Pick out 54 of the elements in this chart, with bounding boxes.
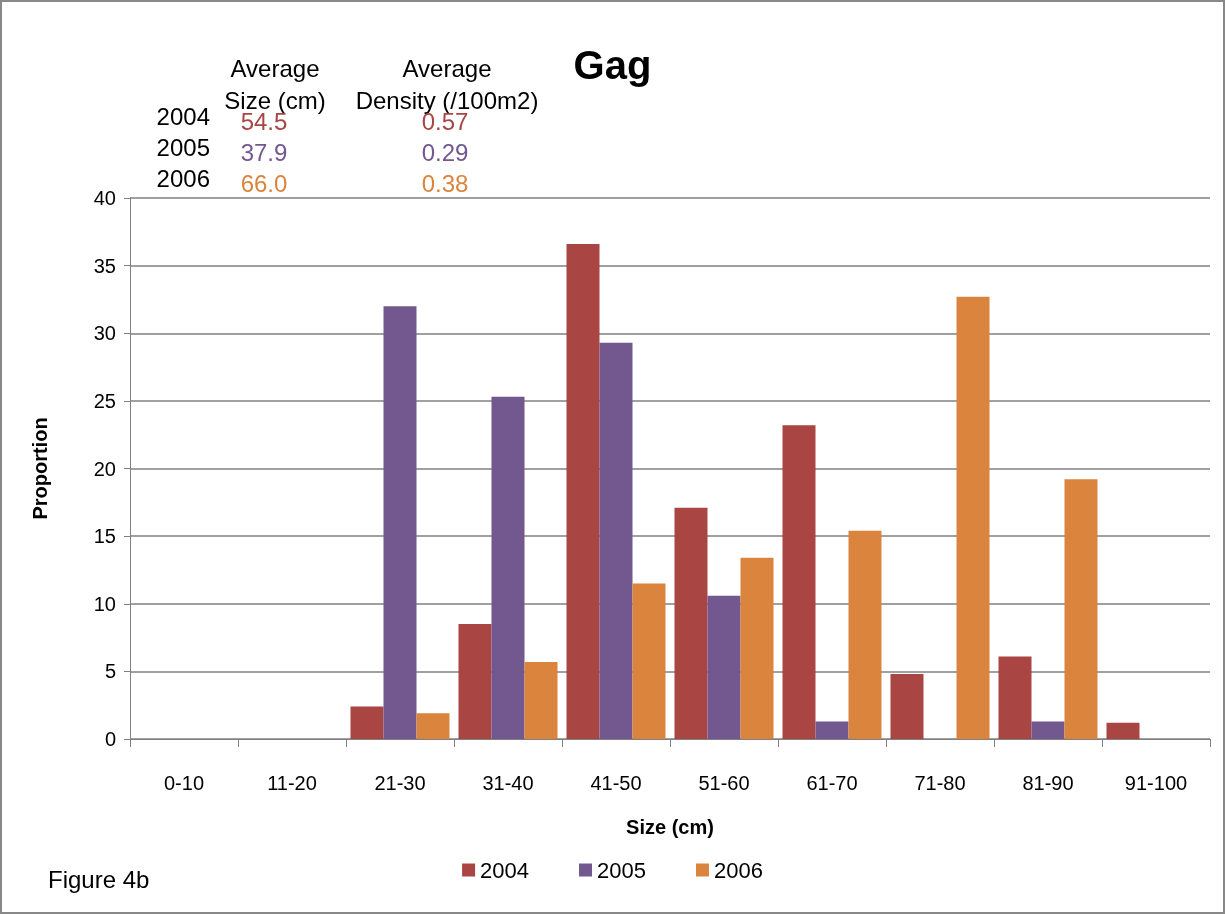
- bar: [599, 342, 633, 739]
- bar: [491, 396, 525, 739]
- bar: [1064, 479, 1098, 739]
- bar: [416, 713, 450, 739]
- bar: [1106, 722, 1140, 739]
- x-tick-label: 41-50: [590, 772, 642, 794]
- bar: [848, 530, 882, 739]
- bar: [350, 706, 384, 739]
- x-tick-label: 0-10: [163, 772, 205, 794]
- bar: [956, 296, 990, 739]
- bar: [674, 507, 708, 739]
- y-tick-label: 15: [93, 525, 116, 548]
- x-tick-label: 81-90: [1022, 772, 1074, 794]
- text: 0.38: [421, 169, 469, 197]
- y-tick-label: 10: [93, 592, 116, 615]
- bar: [524, 661, 558, 739]
- chart-title: Gag: [573, 43, 652, 87]
- bar: [1031, 721, 1065, 739]
- x-tick-label: 31-40: [482, 772, 534, 794]
- text: 37.9: [240, 138, 288, 166]
- text: 2006: [156, 164, 210, 192]
- y-tick-label: 5: [104, 660, 116, 683]
- x-tick-label: 71-80: [914, 772, 966, 794]
- legend-label: 2006: [713, 857, 763, 883]
- caption: Figure 4b: [48, 865, 150, 893]
- x-axis-title: Size (cm): [626, 816, 714, 838]
- y-axis-title: Proportion: [29, 417, 51, 520]
- text: 2005: [156, 133, 210, 161]
- legend-label: 2005: [597, 857, 646, 883]
- y-tick-label: 20: [93, 457, 116, 480]
- bar: [566, 243, 600, 739]
- x-tick-label: 61-70: [806, 772, 858, 794]
- bar: [782, 425, 816, 739]
- bar: [707, 595, 741, 739]
- y-tick-label: 25: [93, 389, 116, 412]
- bar: [383, 306, 417, 739]
- y-tick-label: 35: [93, 254, 116, 277]
- x-tick-label: 11-20: [267, 772, 317, 794]
- text: 2004: [156, 102, 210, 130]
- legend-label: 2004: [480, 857, 530, 883]
- bar: [815, 721, 849, 739]
- y-tick-label: 30: [93, 322, 116, 345]
- bar: [890, 674, 924, 739]
- x-tick-label: 21-30: [374, 772, 426, 794]
- bar: [632, 583, 666, 739]
- bar: [998, 656, 1032, 739]
- text: 66.0: [240, 169, 288, 197]
- y-tick-label: 0: [104, 728, 116, 750]
- bar: [740, 557, 774, 739]
- bar: [458, 624, 492, 739]
- x-tick-label: 51-60: [698, 772, 750, 794]
- text: 0.29: [421, 138, 469, 166]
- x-tick-label: 91-100: [1124, 772, 1188, 794]
- y-tick-label: 40: [93, 187, 116, 209]
